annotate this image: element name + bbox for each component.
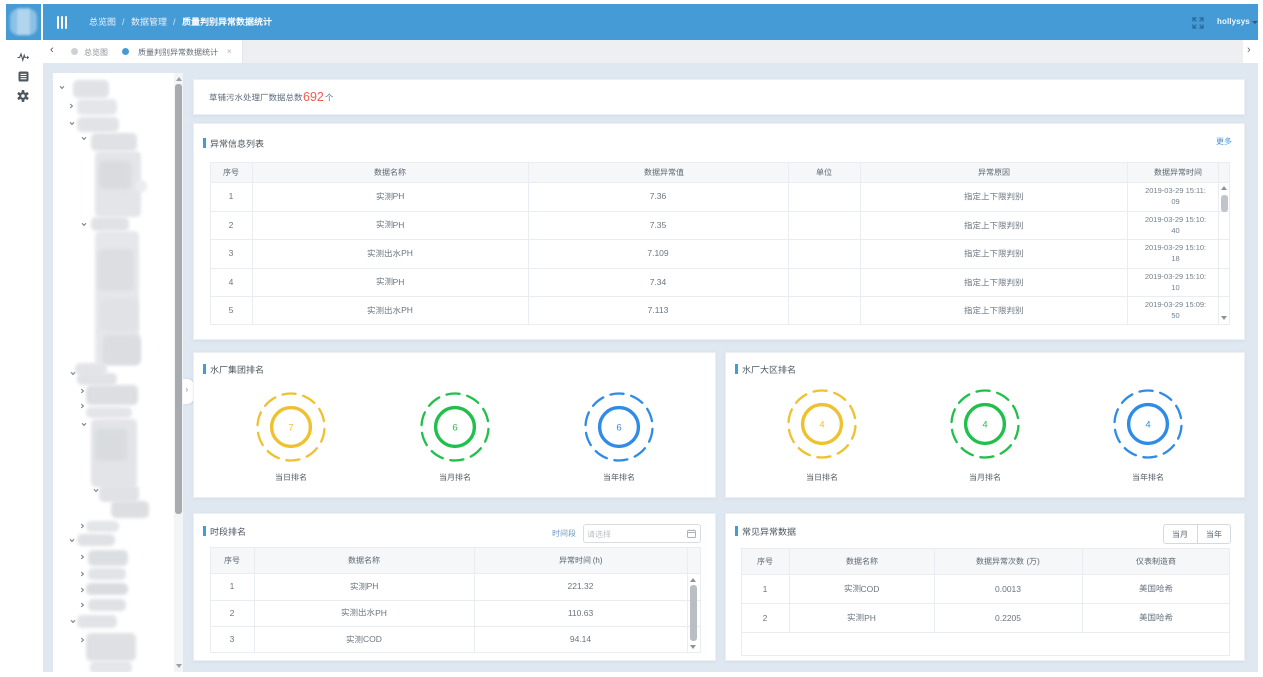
svg-text:6: 6: [452, 422, 457, 433]
svg-text:7: 7: [288, 422, 293, 433]
svg-text:4: 4: [982, 419, 987, 430]
svg-text:4: 4: [819, 419, 824, 430]
svg-text:4: 4: [1145, 419, 1150, 430]
svg-text:6: 6: [616, 422, 621, 433]
